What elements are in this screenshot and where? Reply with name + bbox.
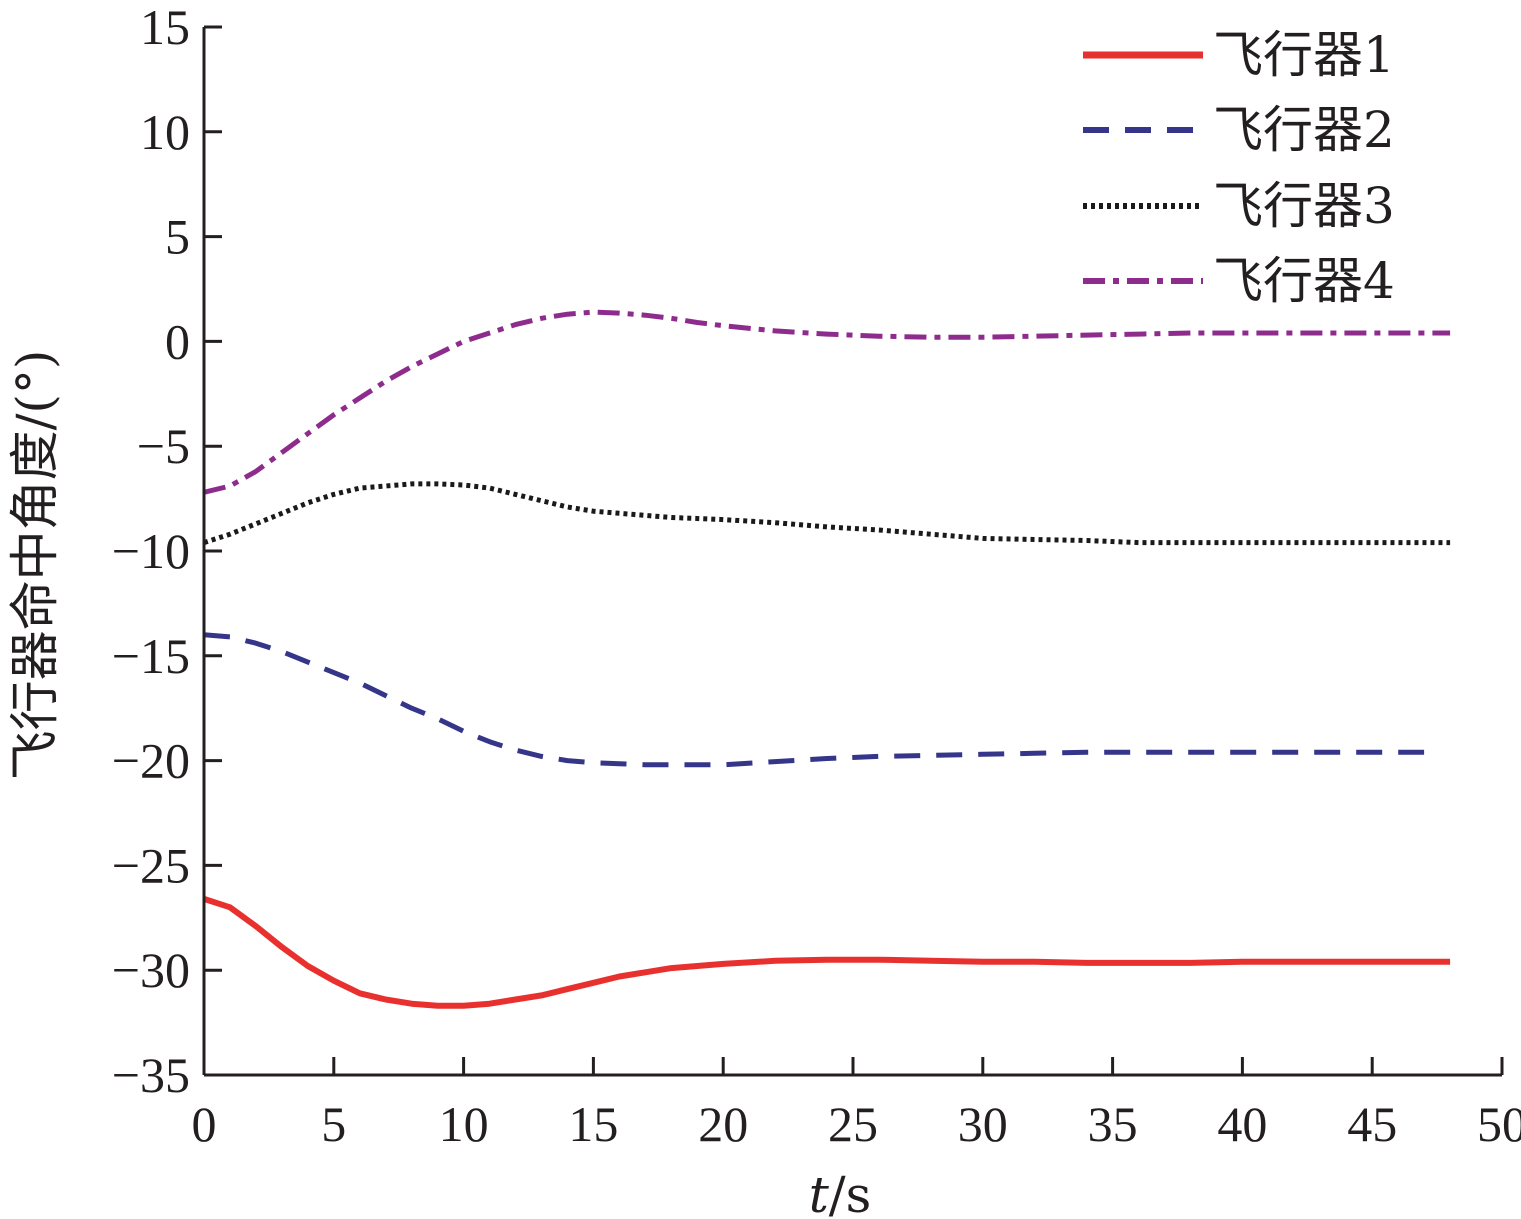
x-axis-title-unit: /s	[829, 1166, 872, 1219]
x-tick-label: 10	[439, 1096, 489, 1152]
y-tick-label: −10	[112, 523, 190, 579]
x-tick-label: 25	[828, 1096, 878, 1152]
y-tick-label: −35	[112, 1047, 190, 1103]
x-tick-label: 15	[568, 1096, 618, 1152]
x-tick-label: 45	[1347, 1096, 1397, 1152]
x-tick-label: 0	[192, 1096, 217, 1152]
plot-lines	[203, 309, 1451, 1009]
legend-label-3: 飞行器3	[1213, 177, 1395, 235]
y-tick-label: −5	[137, 418, 190, 474]
x-axis-title: t/s	[809, 1166, 872, 1219]
y-axis-title: 飞行器命中角度/(°)	[6, 350, 64, 781]
x-tick-label: 40	[1217, 1096, 1267, 1152]
x-tick-label: 20	[698, 1096, 748, 1152]
y-tick-label: −25	[112, 837, 190, 893]
x-tick-label: 50	[1477, 1096, 1521, 1152]
legend-label-2: 飞行器2	[1213, 101, 1395, 159]
ticks: 0 5 10 15 20 25 30 35 40 45 50151050−5−10−15−20−25…	[112, 0, 1521, 1152]
y-tick-label: −15	[112, 628, 190, 684]
legend: 飞行器1 飞行器2 飞行器3 飞行器4	[1083, 26, 1395, 310]
x-tick-label: 35	[1088, 1096, 1138, 1152]
x-axis-title-italic: t	[809, 1166, 830, 1219]
series-line-1	[203, 896, 1451, 1009]
y-tick-label: 0	[165, 313, 190, 369]
y-tick-label: 10	[140, 104, 190, 160]
legend-label-4: 飞行器4	[1213, 252, 1395, 310]
x-tick-label: 30	[958, 1096, 1008, 1152]
series-line-2	[203, 632, 1425, 768]
y-tick-label: 5	[165, 209, 190, 265]
y-tick-label: −30	[112, 942, 190, 998]
series-line-4	[203, 309, 1451, 495]
y-tick-label: 15	[140, 0, 190, 55]
legend-label-1: 飞行器1	[1213, 26, 1395, 84]
y-tick-label: −20	[112, 733, 190, 789]
x-tick-label: 5	[321, 1096, 346, 1152]
